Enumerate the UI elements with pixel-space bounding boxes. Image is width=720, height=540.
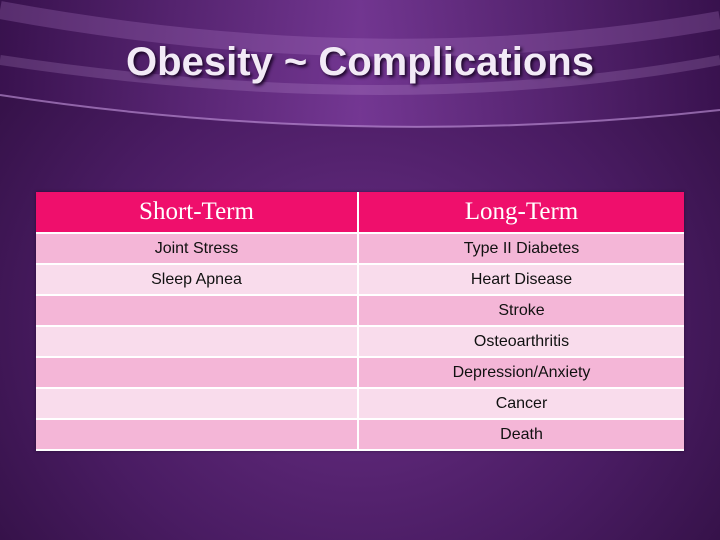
table-cell	[36, 358, 359, 389]
table-cell: Death	[359, 420, 684, 451]
table-row: Stroke	[36, 296, 684, 327]
table-row: Sleep Apnea Heart Disease	[36, 265, 684, 296]
table-row: Cancer	[36, 389, 684, 420]
slide-title: Obesity ~ Complications	[126, 40, 594, 84]
complications-table: Short-Term Long-Term Joint Stress Type II D…	[36, 192, 684, 451]
table-cell: Sleep Apnea	[36, 265, 359, 296]
table-cell: Cancer	[359, 389, 684, 420]
header-cell: Long-Term	[359, 192, 684, 234]
table-cell	[36, 420, 359, 451]
table-cell: Heart Disease	[359, 265, 684, 296]
table-row: Osteoarthritis	[36, 327, 684, 358]
table-cell	[36, 327, 359, 358]
table-cell: Joint Stress	[36, 234, 359, 265]
table-row: Depression/Anxiety	[36, 358, 684, 389]
table-cell: Stroke	[359, 296, 684, 327]
table-cell	[36, 296, 359, 327]
table-cell: Osteoarthritis	[359, 327, 684, 358]
table-cell: Depression/Anxiety	[359, 358, 684, 389]
header-row: Short-Term Long-Term	[36, 192, 684, 234]
table-cell	[36, 389, 359, 420]
table-row: Joint Stress Type II Diabetes	[36, 234, 684, 265]
table-row: Death	[36, 420, 684, 451]
table-cell: Type II Diabetes	[359, 234, 684, 265]
header-cell: Short-Term	[36, 192, 359, 234]
